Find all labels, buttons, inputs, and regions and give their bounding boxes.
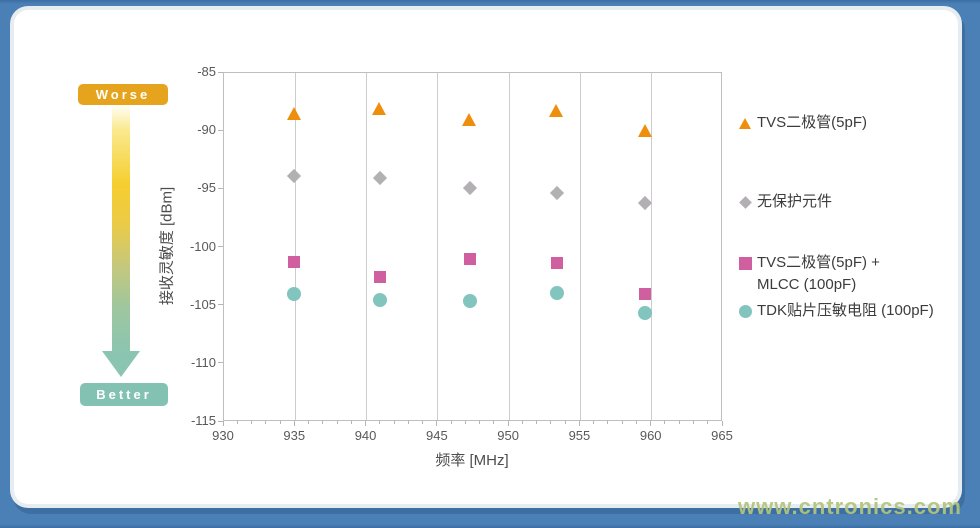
circle-marker xyxy=(287,287,302,302)
y-tick-label--90: -90 xyxy=(197,122,216,138)
x-tick-936 xyxy=(308,421,310,424)
x-tick-955 xyxy=(578,421,580,426)
y-tick--105 xyxy=(218,304,223,306)
x-tick-954 xyxy=(564,421,566,424)
worse-badge: Worse xyxy=(78,84,168,105)
x-tick-label-940: 940 xyxy=(354,428,377,443)
x-tick-942 xyxy=(393,421,395,424)
gridline-940 xyxy=(366,73,368,420)
square-marker xyxy=(288,255,301,268)
y-tick-label--85: -85 xyxy=(197,64,216,79)
y-tick-label--110: -110 xyxy=(190,354,216,370)
y-tick-label--115: -115 xyxy=(190,413,216,428)
x-tick-961 xyxy=(664,421,666,424)
x-tick-937 xyxy=(322,421,324,424)
gridline-955 xyxy=(579,73,581,420)
square-marker xyxy=(463,253,476,266)
y-tick-label--95: -95 xyxy=(197,180,216,196)
x-tick-933 xyxy=(265,421,267,424)
x-tick-930 xyxy=(222,421,224,426)
y-tick--95 xyxy=(218,187,223,189)
x-tick-965 xyxy=(721,421,723,426)
watermark: www.cntronics.com xyxy=(737,494,962,519)
square-marker xyxy=(550,256,563,269)
x-tick-935 xyxy=(293,421,295,426)
gridline-935 xyxy=(294,73,296,420)
x-tick-946 xyxy=(450,421,452,424)
y-axis-title: 接收灵敏度 [dBm] xyxy=(158,186,176,306)
x-tick-963 xyxy=(692,421,694,424)
y-tick--90 xyxy=(218,129,223,131)
down-arrow-icon xyxy=(102,351,140,377)
x-tick-962 xyxy=(678,421,680,424)
x-tick-951 xyxy=(521,421,523,424)
x-tick-956 xyxy=(593,421,595,424)
square-marker xyxy=(639,288,651,301)
better-badge: Better xyxy=(80,383,168,406)
x-tick-944 xyxy=(422,421,424,424)
worse-better-gradient-bar xyxy=(112,105,130,352)
x-axis-title: 频率 [MHz] xyxy=(435,452,509,469)
x-tick-945 xyxy=(436,421,438,426)
x-tick-938 xyxy=(336,421,338,424)
x-tick-label-930: 930 xyxy=(212,428,234,443)
triangle-marker xyxy=(286,107,301,121)
x-tick-931 xyxy=(236,421,238,424)
x-tick-964 xyxy=(707,421,709,424)
x-tick-953 xyxy=(550,421,552,424)
x-tick-959 xyxy=(635,421,637,424)
circle-marker xyxy=(462,294,477,309)
circle-marker xyxy=(372,293,387,307)
gridline-950 xyxy=(508,73,510,420)
circle-marker xyxy=(638,305,652,320)
x-tick-932 xyxy=(251,421,252,424)
x-tick-label-960: 960 xyxy=(639,428,662,443)
x-tick-label-965: 965 xyxy=(711,428,733,443)
y-tick-label--105: -105 xyxy=(189,296,216,312)
y-tick--110 xyxy=(218,362,223,364)
gridline-960 xyxy=(651,73,653,420)
x-tick-934 xyxy=(279,421,281,424)
triangle-marker xyxy=(549,103,564,117)
triangle-marker xyxy=(372,101,387,115)
y-tick-label--100: -100 xyxy=(189,238,216,254)
x-tick-941 xyxy=(379,421,381,424)
circle-marker xyxy=(549,286,564,301)
x-tick-label-950: 950 xyxy=(497,428,519,443)
x-tick-948 xyxy=(479,421,481,424)
gridline-945 xyxy=(437,73,439,420)
x-tick-label-955: 955 xyxy=(568,428,591,443)
x-tick-940 xyxy=(365,421,367,426)
x-tick-943 xyxy=(407,421,409,424)
triangle-marker xyxy=(462,113,477,127)
x-tick-957 xyxy=(607,421,609,424)
x-tick-958 xyxy=(621,421,623,424)
y-tick--85 xyxy=(218,71,223,73)
triangle-marker xyxy=(637,123,652,137)
square-marker xyxy=(373,270,386,283)
x-tick-950 xyxy=(507,421,509,426)
y-tick--115 xyxy=(218,420,223,422)
x-tick-947 xyxy=(464,421,466,424)
x-tick-939 xyxy=(350,421,352,424)
x-tick-label-935: 935 xyxy=(283,428,306,443)
x-tick-label-945: 945 xyxy=(425,428,448,443)
x-tick-960 xyxy=(650,421,652,426)
x-tick-952 xyxy=(536,421,538,424)
y-tick--100 xyxy=(218,246,223,247)
x-tick-949 xyxy=(493,421,495,424)
